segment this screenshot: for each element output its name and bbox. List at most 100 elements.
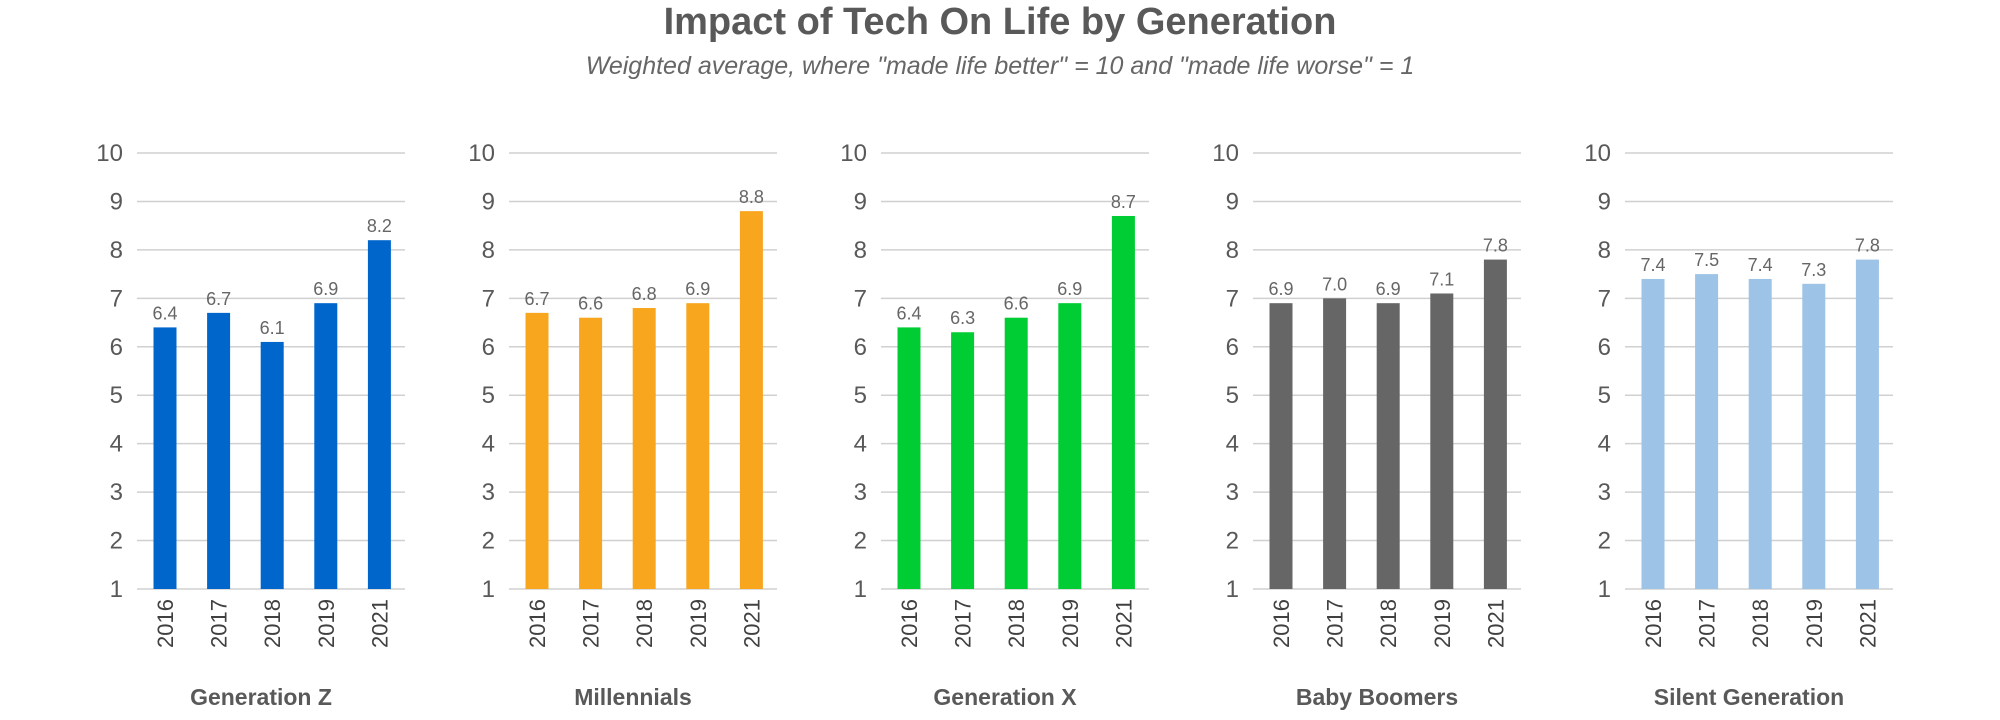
y-tick-label: 9 bbox=[1598, 188, 1611, 215]
y-tick-label: 3 bbox=[1226, 479, 1239, 506]
chart-subtitle: Weighted average, where "made life bette… bbox=[586, 52, 1415, 80]
y-tick-label: 1 bbox=[854, 576, 867, 603]
data-label: 6.6 bbox=[578, 294, 603, 314]
y-tick-label: 9 bbox=[110, 188, 123, 215]
data-label: 7.1 bbox=[1429, 269, 1454, 289]
data-label: 8.2 bbox=[367, 216, 392, 236]
y-tick-label: 4 bbox=[1226, 431, 1239, 458]
panel-baby-boomers: 1 2 3 4 5 6 7 8 9 10 6.9 2016 7.0 2017 6.9 2018 7.1 2019 7… bbox=[1212, 140, 1521, 710]
y-tick-label: 10 bbox=[840, 140, 867, 167]
panel-label: Generation X bbox=[933, 684, 1077, 710]
y-tick-label: 3 bbox=[110, 479, 123, 506]
data-label: 6.9 bbox=[1268, 279, 1293, 299]
bar bbox=[1323, 298, 1347, 589]
x-tick-label: 2016 bbox=[525, 599, 550, 648]
y-tick-label: 1 bbox=[1226, 576, 1239, 603]
y-tick-label: 1 bbox=[1598, 576, 1611, 603]
y-tick-label: 8 bbox=[1226, 237, 1239, 264]
bar bbox=[1802, 283, 1826, 589]
y-tick-label: 5 bbox=[1598, 382, 1611, 409]
y-tick-label: 7 bbox=[110, 285, 123, 312]
y-tick-label: 10 bbox=[1212, 140, 1239, 167]
panel-label: Baby Boomers bbox=[1296, 684, 1458, 710]
y-tick-label: 4 bbox=[110, 431, 123, 458]
y-tick-label: 9 bbox=[854, 188, 867, 215]
panel-silent-generation: 1 2 3 4 5 6 7 8 9 10 7.4 2016 7.5 2017 7.4 2018 7.3 2019 7… bbox=[1584, 140, 1893, 710]
x-tick-label: 2019 bbox=[1430, 599, 1455, 648]
y-tick-label: 10 bbox=[96, 140, 123, 167]
y-tick-label: 1 bbox=[110, 576, 123, 603]
panel-millennials: 1 2 3 4 5 6 7 8 9 10 6.7 2016 6.6 2017 6.8 2018 6.9 2019 8… bbox=[468, 140, 777, 710]
data-label: 6.6 bbox=[1004, 294, 1029, 314]
x-tick-label: 2021 bbox=[739, 599, 764, 648]
data-label: 8.7 bbox=[1111, 192, 1136, 212]
panel-generation-x: 1 2 3 4 5 6 7 8 9 10 6.4 2016 6.3 2017 6.6 2018 6.9 2019 8… bbox=[840, 140, 1149, 710]
y-tick-label: 8 bbox=[482, 237, 495, 264]
bar bbox=[1855, 259, 1879, 589]
x-tick-label: 2018 bbox=[632, 599, 657, 648]
x-tick-label: 2019 bbox=[1058, 599, 1083, 648]
y-tick-label: 7 bbox=[854, 285, 867, 312]
bar bbox=[260, 341, 284, 589]
x-tick-label: 2017 bbox=[207, 599, 232, 648]
data-label: 6.3 bbox=[950, 308, 975, 328]
bar bbox=[1058, 303, 1082, 589]
bar bbox=[1376, 303, 1400, 589]
x-tick-label: 2018 bbox=[1004, 599, 1029, 648]
y-tick-label: 8 bbox=[854, 237, 867, 264]
data-label: 6.9 bbox=[1057, 279, 1082, 299]
y-tick-label: 8 bbox=[1598, 237, 1611, 264]
bar bbox=[1111, 215, 1135, 589]
data-label: 6.9 bbox=[1376, 279, 1401, 299]
y-tick-label: 9 bbox=[1226, 188, 1239, 215]
bar bbox=[1269, 303, 1293, 589]
y-tick-label: 3 bbox=[854, 479, 867, 506]
y-tick-label: 10 bbox=[468, 140, 495, 167]
panel-generation-z: 1 2 3 4 5 6 7 8 9 10 6.4 2016 6.7 2017 6.1 2018 6.9 2019 8… bbox=[96, 140, 405, 710]
y-tick-label: 4 bbox=[482, 431, 495, 458]
bar bbox=[1483, 259, 1507, 589]
data-label: 7.8 bbox=[1483, 236, 1508, 256]
bar bbox=[897, 327, 921, 589]
bar bbox=[153, 327, 177, 589]
x-tick-label: 2017 bbox=[951, 599, 976, 648]
y-tick-label: 3 bbox=[482, 479, 495, 506]
data-label: 6.7 bbox=[524, 289, 549, 309]
bar bbox=[632, 308, 656, 589]
x-tick-label: 2019 bbox=[1802, 599, 1827, 648]
y-tick-label: 2 bbox=[1598, 528, 1611, 555]
bar bbox=[579, 317, 603, 589]
x-tick-label: 2018 bbox=[1376, 599, 1401, 648]
x-tick-label: 2018 bbox=[260, 599, 285, 648]
data-label: 6.7 bbox=[206, 289, 231, 309]
y-tick-label: 5 bbox=[854, 382, 867, 409]
bar bbox=[314, 303, 338, 589]
y-tick-label: 7 bbox=[1598, 285, 1611, 312]
y-tick-label: 9 bbox=[482, 188, 495, 215]
data-label: 6.8 bbox=[632, 284, 657, 304]
x-tick-label: 2017 bbox=[1695, 599, 1720, 648]
bar bbox=[367, 240, 391, 589]
y-tick-label: 2 bbox=[110, 528, 123, 555]
data-label: 8.8 bbox=[739, 187, 764, 207]
x-tick-label: 2021 bbox=[1111, 599, 1136, 648]
data-label: 6.1 bbox=[260, 318, 285, 338]
bar bbox=[1430, 293, 1454, 589]
x-tick-label: 2019 bbox=[314, 599, 339, 648]
panel-label: Generation Z bbox=[190, 684, 332, 710]
y-tick-label: 6 bbox=[110, 334, 123, 361]
bar bbox=[1695, 274, 1719, 589]
y-tick-label: 6 bbox=[854, 334, 867, 361]
data-label: 7.8 bbox=[1855, 236, 1880, 256]
bar bbox=[1641, 278, 1665, 589]
x-tick-label: 2019 bbox=[686, 599, 711, 648]
y-tick-label: 5 bbox=[110, 382, 123, 409]
y-tick-label: 3 bbox=[1598, 479, 1611, 506]
x-tick-label: 2016 bbox=[153, 599, 178, 648]
x-tick-label: 2018 bbox=[1748, 599, 1773, 648]
y-tick-label: 6 bbox=[1226, 334, 1239, 361]
y-tick-label: 2 bbox=[1226, 528, 1239, 555]
y-tick-label: 6 bbox=[482, 334, 495, 361]
y-tick-label: 10 bbox=[1584, 140, 1611, 167]
